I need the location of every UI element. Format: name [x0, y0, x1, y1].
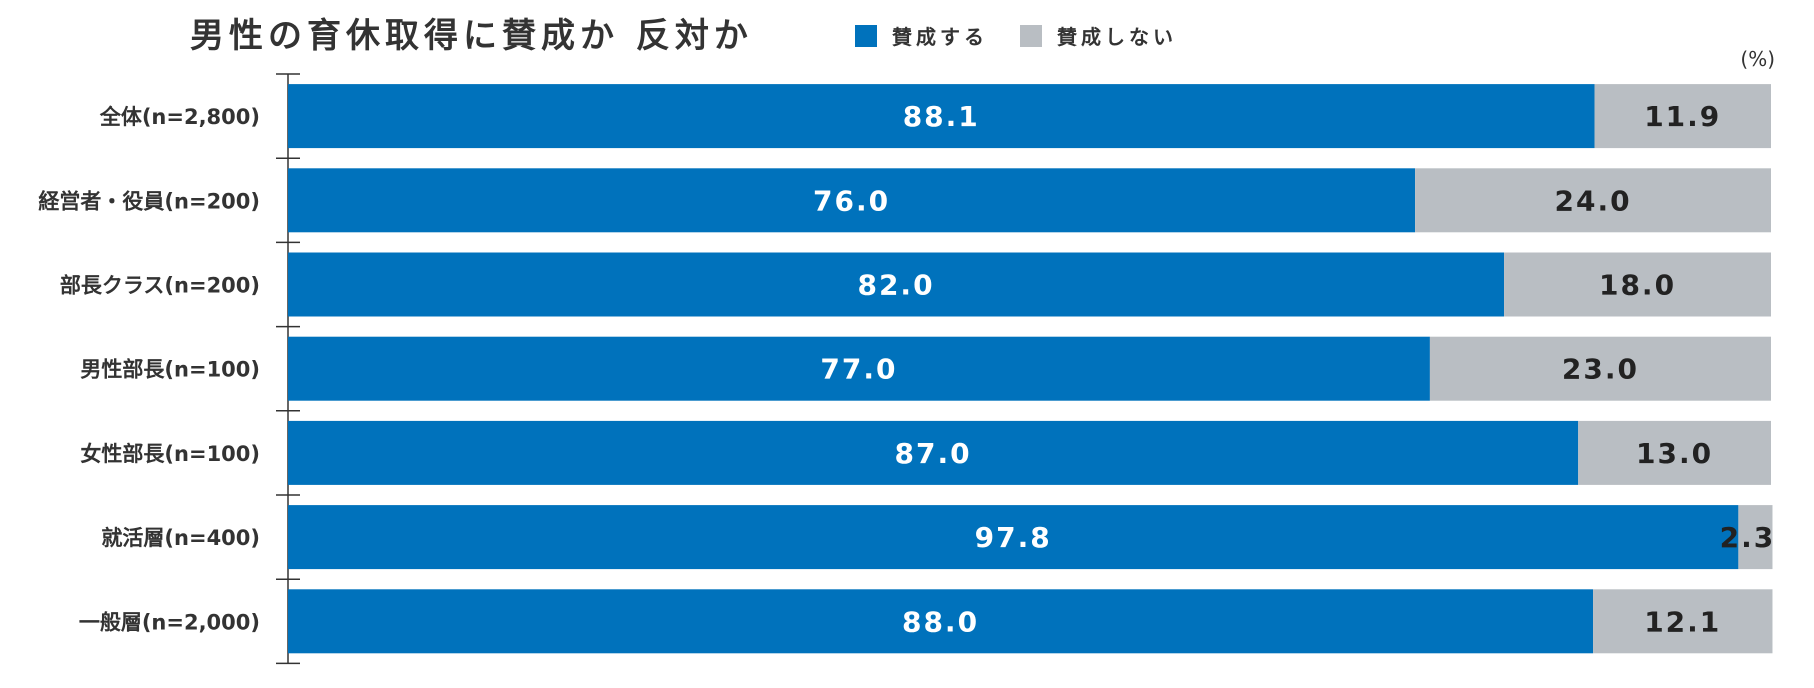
data-label-disagree: 2.3: [1720, 521, 1776, 554]
legend-label-disagree: 賛成しない: [1057, 25, 1177, 49]
bar-disagree: [1738, 505, 1773, 570]
category-label: 部長クラス(n=200): [60, 274, 260, 298]
bar-disagree: [1415, 168, 1771, 233]
category-label: 就活層(n=400): [101, 526, 260, 550]
legend-swatch-agree: [855, 25, 877, 47]
data-label-disagree: 11.9: [1644, 100, 1721, 133]
bar-agree: [288, 589, 1594, 654]
data-label-agree: 97.8: [975, 521, 1052, 554]
data-label-agree: 88.1: [903, 100, 980, 133]
data-label-agree: 87.0: [895, 437, 972, 470]
category-label: 男性部長(n=100): [80, 358, 260, 382]
data-label-disagree: 12.1: [1644, 605, 1721, 638]
legend-swatch-disagree: [1020, 25, 1042, 47]
bar-agree: [288, 168, 1416, 233]
category-label: 経営者・役員(n=200): [38, 189, 260, 213]
y-axis-ticks: [276, 73, 300, 665]
legend: 賛成する 賛成しない: [855, 25, 1177, 49]
category-label: 全体(n=2,800): [99, 105, 260, 129]
bars: 88.1 11.9 76.0 24.0 82.0 18.0 77.0 23.0 87.0 13.0…: [288, 84, 1776, 654]
unit-label: (%): [1740, 47, 1775, 71]
bar-agree: [288, 505, 1739, 570]
legend-label-agree: 賛成する: [892, 25, 988, 49]
data-label-disagree: 23.0: [1562, 353, 1639, 386]
data-label-agree: 88.0: [902, 605, 979, 638]
category-label: 一般層(n=2,000): [79, 610, 260, 634]
bar-disagree: [1504, 252, 1771, 317]
data-label-agree: 82.0: [857, 269, 934, 302]
data-label-agree: 76.0: [813, 184, 890, 217]
bar-agree: [288, 420, 1579, 485]
bar-disagree: [1578, 420, 1771, 485]
bar-disagree: [1429, 336, 1771, 401]
chart-title: 男性の育休取得に賛成か 反対か: [190, 16, 753, 56]
bar-disagree: [1594, 84, 1771, 149]
data-label-agree: 77.0: [820, 353, 897, 386]
data-label-disagree: 18.0: [1599, 269, 1676, 302]
category-labels: 全体(n=2,800) 経営者・役員(n=200) 部長クラス(n=200) 男性部長…: [38, 105, 260, 634]
data-label-disagree: 24.0: [1554, 184, 1631, 217]
data-label-disagree: 13.0: [1636, 437, 1713, 470]
bar-agree: [288, 336, 1430, 401]
bar-agree: [288, 84, 1595, 149]
bar-disagree: [1593, 589, 1773, 654]
category-label: 女性部長(n=100): [80, 442, 260, 466]
bar-agree: [288, 252, 1505, 317]
